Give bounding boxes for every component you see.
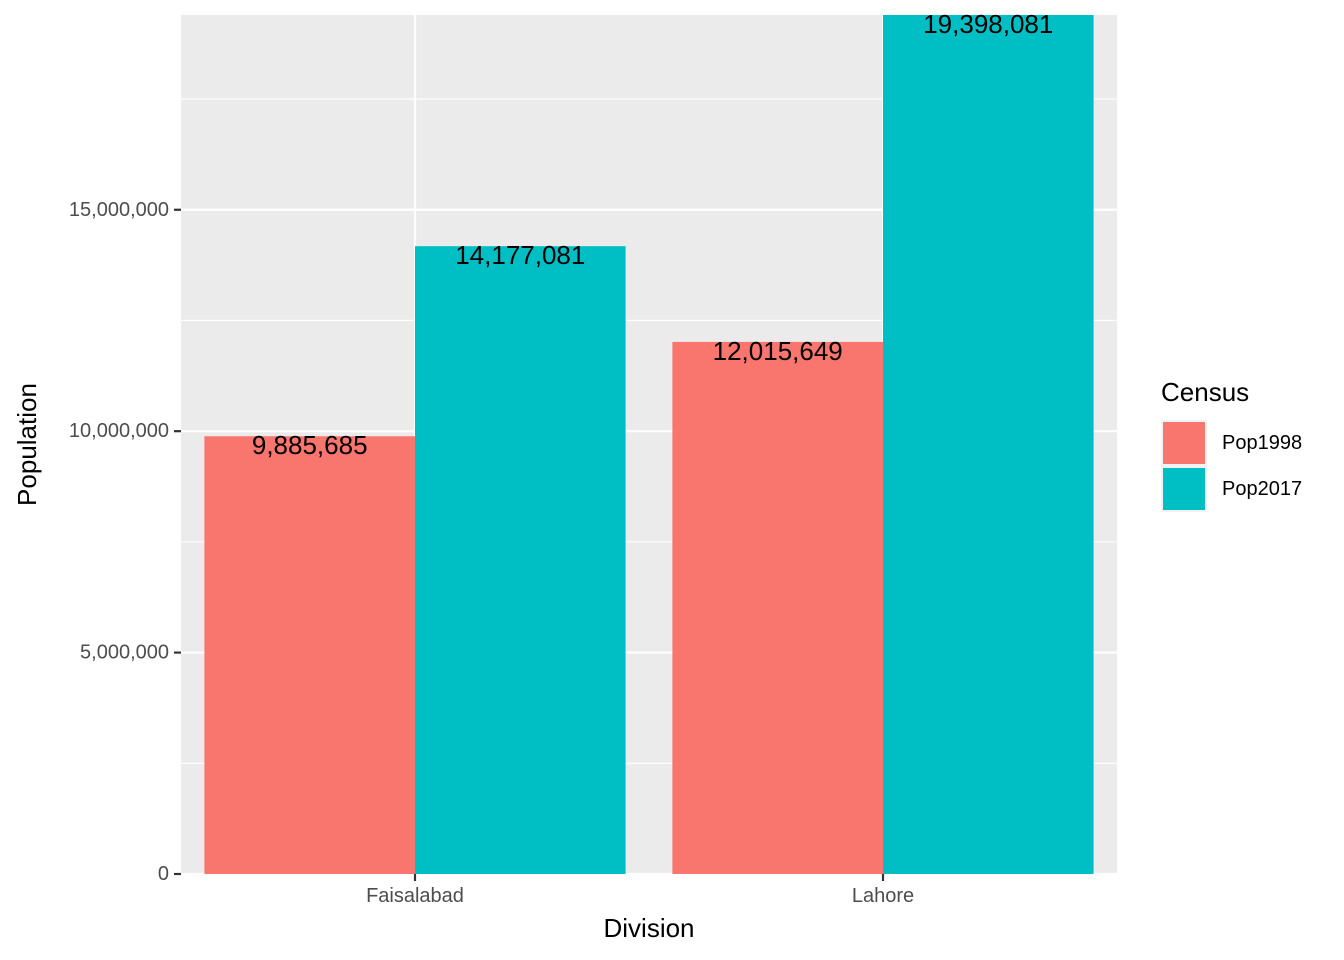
bar (415, 246, 626, 874)
legend-items: Pop1998 Pop2017 (1161, 420, 1302, 512)
y-axis-title: Population (12, 383, 42, 506)
x-tick-label: Lahore (852, 885, 914, 907)
bar-value-label: 12,015,649 (713, 336, 843, 366)
y-tick-label: 10,000,000 (69, 420, 169, 442)
bar-value-label: 19,398,081 (923, 9, 1053, 39)
legend-title: Census (1161, 377, 1249, 407)
bar-label-group: 9,885,685 14,177,081 12,015,649 19,398,081 (252, 9, 1054, 460)
x-axis-title: Division (603, 913, 694, 943)
bar (204, 436, 415, 874)
legend-label: Pop2017 (1222, 478, 1302, 500)
y-tick-label: 15,000,000 (69, 199, 169, 221)
x-axis: Faisalabad Lahore (366, 874, 914, 907)
bar-value-label: 14,177,081 (455, 240, 585, 270)
bar-value-label: 9,885,685 (252, 430, 368, 460)
x-tick-label: Faisalabad (366, 885, 464, 907)
bar (672, 341, 883, 874)
y-tick-label: 0 (158, 863, 169, 885)
y-axis: 0 5,000,000 10,000,000 15,000,000 (69, 199, 181, 885)
bar-group (204, 15, 1094, 874)
legend: Census Pop1998 Pop2017 (1161, 377, 1302, 512)
bar (883, 15, 1094, 874)
legend-label: Pop1998 (1222, 432, 1302, 454)
y-tick-label: 5,000,000 (80, 642, 169, 664)
legend-key-swatch (1163, 422, 1205, 464)
legend-key-swatch (1163, 468, 1205, 510)
